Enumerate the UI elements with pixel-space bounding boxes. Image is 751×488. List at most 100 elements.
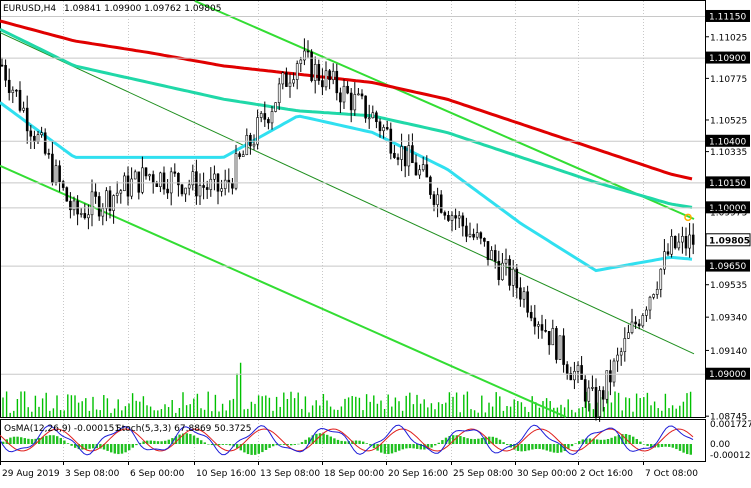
candle-body — [285, 72, 288, 87]
candle-body — [407, 145, 411, 167]
candle-body — [371, 112, 375, 119]
price-level-box — [706, 259, 750, 272]
candle-body — [360, 93, 364, 97]
candle-body — [126, 175, 130, 197]
osma-bar — [542, 444, 545, 450]
candle-body — [540, 324, 544, 331]
candle-body — [223, 179, 227, 189]
osma-bar — [592, 438, 595, 444]
osma-bar — [671, 444, 674, 448]
candle-body — [688, 234, 691, 249]
time-label: 2 Oct 16:00 — [580, 469, 633, 479]
osma-bar — [110, 444, 113, 453]
candle-body — [443, 212, 447, 216]
osma-bar — [182, 433, 185, 444]
osma-bar — [146, 440, 149, 444]
candle-body — [101, 208, 105, 217]
osma-bar — [63, 440, 66, 444]
candle-body — [367, 117, 371, 120]
candle-body — [522, 291, 526, 300]
candle-body — [400, 146, 403, 160]
indicator-axis-label: 0.001727 — [710, 420, 751, 430]
candle-body — [598, 390, 601, 418]
osma-bar — [635, 439, 638, 444]
time-label: 6 Sep 00:00 — [130, 469, 185, 479]
candle-body — [634, 321, 637, 325]
price-label: 1.10335 — [710, 148, 747, 158]
osma-bar — [189, 434, 192, 444]
osma-bar — [686, 444, 689, 455]
osma-bar — [678, 444, 682, 451]
osma-bar — [102, 444, 106, 450]
candle-body — [83, 213, 87, 219]
osma-bar — [491, 436, 494, 444]
candle-body — [15, 89, 18, 92]
candle-body — [22, 107, 25, 111]
current-price-label: 1.09805 — [709, 236, 750, 246]
osma-bar — [534, 444, 538, 449]
osma-bar — [650, 444, 653, 448]
candle-body — [421, 164, 425, 171]
candle-body — [497, 260, 501, 280]
candle-body — [353, 94, 357, 111]
osma-bar — [308, 437, 311, 444]
osma-bar — [261, 444, 264, 453]
osma-bar — [84, 444, 88, 450]
indicator-axis-label: 0.00 — [710, 440, 730, 450]
osma-bar — [603, 439, 606, 444]
osma-bar — [329, 436, 332, 444]
candle-body — [25, 107, 29, 132]
grid-lines — [63, 1, 644, 461]
candle-body — [18, 89, 22, 111]
price-level-box — [706, 134, 750, 147]
candle-body — [659, 268, 663, 290]
candle-body — [133, 171, 137, 180]
candle-body — [364, 95, 367, 119]
candle-body — [288, 82, 292, 87]
osma-bar — [455, 435, 458, 444]
candle-body — [43, 132, 47, 154]
candle-body — [468, 233, 472, 237]
osma-bar — [135, 444, 138, 446]
osma-bar — [498, 439, 502, 444]
candle-body — [627, 332, 630, 339]
candle-body — [47, 153, 51, 155]
candle-body — [573, 371, 576, 381]
candle-body — [155, 182, 159, 187]
osma-bar — [516, 444, 520, 451]
osma-bar — [192, 435, 196, 444]
candle-body — [619, 351, 623, 356]
time-label: 29 Aug 2019 — [2, 469, 60, 479]
osma-bar — [92, 444, 95, 449]
price-level-box — [706, 51, 750, 64]
osma-label: OsMA(12,26,9) -0.000151 — [4, 424, 120, 434]
candle-body — [558, 335, 562, 360]
osma-bar — [462, 437, 466, 444]
candle-body — [457, 215, 461, 219]
candle-body — [4, 65, 7, 81]
osma-bar — [563, 444, 566, 451]
candle-body — [526, 291, 529, 313]
osma-bar — [473, 439, 476, 444]
osma-bar — [398, 444, 401, 451]
candle-body — [681, 236, 684, 243]
candle-body — [69, 200, 72, 211]
osma-bar — [610, 437, 613, 444]
candle-body — [310, 51, 313, 81]
osma-bar — [574, 443, 577, 444]
osma-bar — [70, 444, 73, 446]
osma-bar — [570, 444, 574, 447]
candle-body — [378, 121, 382, 132]
candle-body — [0, 64, 4, 67]
price-label: 1.09140 — [710, 347, 747, 357]
osma-bar — [286, 444, 289, 446]
candle-body — [90, 191, 94, 216]
candle-body — [112, 195, 115, 211]
osma-bar — [264, 444, 268, 450]
candle-body — [609, 370, 612, 383]
candle-body — [645, 309, 648, 316]
candle-body — [562, 335, 565, 365]
candle-body — [295, 63, 299, 80]
